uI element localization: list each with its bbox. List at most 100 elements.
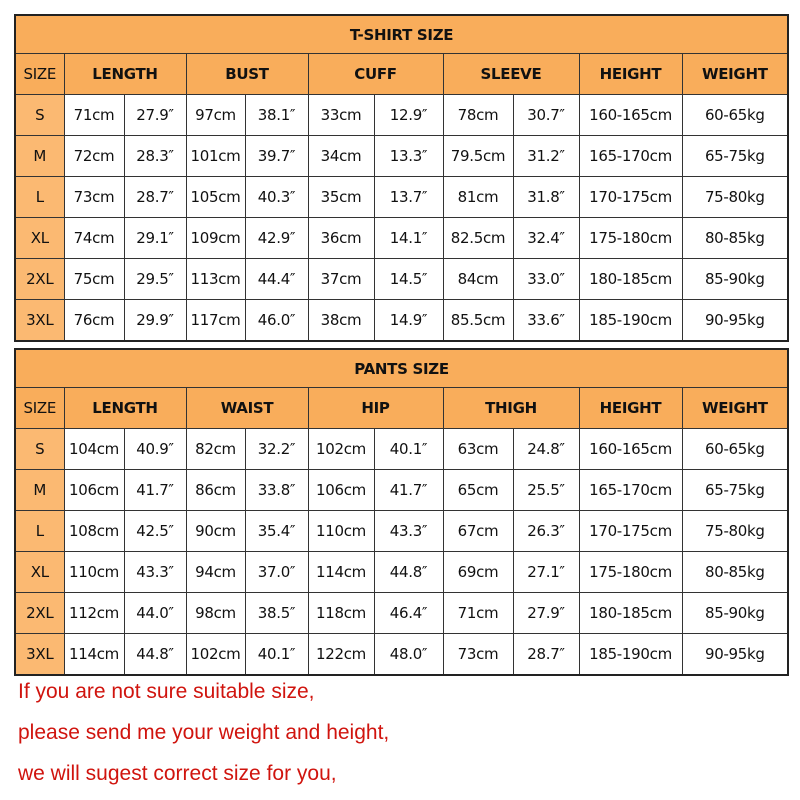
table-cell: 46.0″ bbox=[244, 299, 309, 342]
table-cell: 185-190cm bbox=[578, 633, 683, 676]
table-cell: 160-165cm bbox=[578, 94, 683, 136]
table-row: L 108cm 42.5″ 90cm 35.4″ 110cm 43.3″ 67cm 26.3″ 1… bbox=[14, 510, 789, 552]
table-cell: 41.7″ bbox=[123, 469, 187, 511]
table-row: 3XL 76cm 29.9″ 117cm 46.0″ 38cm 14.9″ 85.5cm 33.… bbox=[14, 299, 789, 342]
table-cell: 43.3″ bbox=[373, 510, 444, 552]
column-header: WEIGHT bbox=[681, 53, 789, 95]
size-label: 2XL bbox=[14, 592, 65, 634]
header-row: SIZE LENGTH WAIST HIP THIGH HEIGHT WEIGHT bbox=[14, 387, 789, 429]
title-row: PANTS SIZE bbox=[14, 348, 789, 388]
table-cell: 110cm bbox=[63, 551, 125, 593]
table-title: PANTS SIZE bbox=[14, 348, 789, 388]
table-cell: 14.1″ bbox=[373, 217, 444, 259]
table-cell: 41.7″ bbox=[373, 469, 444, 511]
table-cell: 40.3″ bbox=[244, 176, 309, 218]
table-cell: 37cm bbox=[307, 258, 375, 300]
table-cell: 37.0″ bbox=[244, 551, 309, 593]
table-cell: 175-180cm bbox=[578, 217, 683, 259]
table-cell: 65-75kg bbox=[681, 469, 789, 511]
table-cell: 82.5cm bbox=[442, 217, 514, 259]
table-row: XL 74cm 29.1″ 109cm 42.9″ 36cm 14.1″ 82.5cm 32.4… bbox=[14, 217, 789, 259]
table-cell: 34cm bbox=[307, 135, 375, 177]
table-cell: 42.9″ bbox=[244, 217, 309, 259]
column-header: WEIGHT bbox=[681, 387, 789, 429]
table-cell: 114cm bbox=[307, 551, 375, 593]
table-cell: 32.2″ bbox=[244, 428, 309, 470]
size-label: S bbox=[14, 94, 65, 136]
table-cell: 98cm bbox=[185, 592, 246, 634]
table-cell: 114cm bbox=[63, 633, 125, 676]
table-cell: 33.0″ bbox=[512, 258, 580, 300]
table-cell: 97cm bbox=[185, 94, 246, 136]
table-cell: 14.9″ bbox=[373, 299, 444, 342]
table-cell: 44.0″ bbox=[123, 592, 187, 634]
column-header: LENGTH bbox=[63, 387, 187, 429]
table-cell: 44.8″ bbox=[123, 633, 187, 676]
column-header: HEIGHT bbox=[578, 387, 683, 429]
table-cell: 29.5″ bbox=[123, 258, 187, 300]
table-cell: 81cm bbox=[442, 176, 514, 218]
table-cell: 185-190cm bbox=[578, 299, 683, 342]
table-cell: 33.8″ bbox=[244, 469, 309, 511]
table-cell: 40.1″ bbox=[244, 633, 309, 676]
table-cell: 75cm bbox=[63, 258, 125, 300]
table-cell: 44.8″ bbox=[373, 551, 444, 593]
note-line-2: please send me your weight and height, bbox=[18, 721, 390, 744]
size-label: L bbox=[14, 510, 65, 552]
table-cell: 33cm bbox=[307, 94, 375, 136]
table-cell: 13.7″ bbox=[373, 176, 444, 218]
table-cell: 38.1″ bbox=[244, 94, 309, 136]
table-cell: 12.9″ bbox=[373, 94, 444, 136]
table-cell: 48.0″ bbox=[373, 633, 444, 676]
table-cell: 90-95kg bbox=[681, 633, 789, 676]
table-cell: 160-165cm bbox=[578, 428, 683, 470]
table-cell: 102cm bbox=[185, 633, 246, 676]
table-cell: 76cm bbox=[63, 299, 125, 342]
table-cell: 29.9″ bbox=[123, 299, 187, 342]
table-row: L 73cm 28.7″ 105cm 40.3″ 35cm 13.7″ 81cm 31.8″ 17… bbox=[14, 176, 789, 218]
table-cell: 165-170cm bbox=[578, 135, 683, 177]
size-label: L bbox=[14, 176, 65, 218]
table-cell: 85-90kg bbox=[681, 592, 789, 634]
size-label: XL bbox=[14, 217, 65, 259]
table-row: XL 110cm 43.3″ 94cm 37.0″ 114cm 44.8″ 69cm 27.1″… bbox=[14, 551, 789, 593]
table-row: S 104cm 40.9″ 82cm 32.2″ 102cm 40.1″ 63cm 24.8″ 1… bbox=[14, 428, 789, 470]
column-header: BUST bbox=[185, 53, 309, 95]
column-header: SIZE bbox=[14, 53, 65, 95]
note-line-1: If you are not sure suitable size, bbox=[18, 680, 315, 703]
table-row: 3XL 114cm 44.8″ 102cm 40.1″ 122cm 48.0″ 73cm 28.… bbox=[14, 633, 789, 676]
size-label: 3XL bbox=[14, 633, 65, 676]
table-cell: 101cm bbox=[185, 135, 246, 177]
table-cell: 63cm bbox=[442, 428, 514, 470]
header-row: SIZE LENGTH BUST CUFF SLEEVE HEIGHT WEIGHT bbox=[14, 53, 789, 95]
table-cell: 24.8″ bbox=[512, 428, 580, 470]
table-cell: 42.5″ bbox=[123, 510, 187, 552]
title-row: T-SHIRT SIZE bbox=[14, 14, 789, 54]
table-cell: 104cm bbox=[63, 428, 125, 470]
table-cell: 28.7″ bbox=[123, 176, 187, 218]
table-cell: 32.4″ bbox=[512, 217, 580, 259]
table-cell: 36cm bbox=[307, 217, 375, 259]
table-cell: 38.5″ bbox=[244, 592, 309, 634]
table-cell: 28.3″ bbox=[123, 135, 187, 177]
table-cell: 90-95kg bbox=[681, 299, 789, 342]
note-line-3: we will sugest correct size for you, bbox=[18, 762, 337, 785]
pants-size-table: PANTS SIZE SIZE LENGTH WAIST HIP THIGH HEIGHT W… bbox=[14, 348, 790, 676]
table-row: 2XL 75cm 29.5″ 113cm 44.4″ 37cm 14.5″ 84cm 33.0″… bbox=[14, 258, 789, 300]
table-cell: 109cm bbox=[185, 217, 246, 259]
table-cell: 86cm bbox=[185, 469, 246, 511]
table-cell: 80-85kg bbox=[681, 217, 789, 259]
table-cell: 85-90kg bbox=[681, 258, 789, 300]
table-cell: 26.3″ bbox=[512, 510, 580, 552]
table-cell: 175-180cm bbox=[578, 551, 683, 593]
table-row: M 72cm 28.3″ 101cm 39.7″ 34cm 13.3″ 79.5cm 31.2″… bbox=[14, 135, 789, 177]
table-cell: 75-80kg bbox=[681, 176, 789, 218]
table-cell: 79.5cm bbox=[442, 135, 514, 177]
table-cell: 69cm bbox=[442, 551, 514, 593]
tshirt-size-table: T-SHIRT SIZE SIZE LENGTH BUST CUFF SLEEVE HEIG… bbox=[14, 14, 790, 342]
table-cell: 80-85kg bbox=[681, 551, 789, 593]
table-cell: 108cm bbox=[63, 510, 125, 552]
table-cell: 165-170cm bbox=[578, 469, 683, 511]
table-cell: 14.5″ bbox=[373, 258, 444, 300]
table-cell: 72cm bbox=[63, 135, 125, 177]
